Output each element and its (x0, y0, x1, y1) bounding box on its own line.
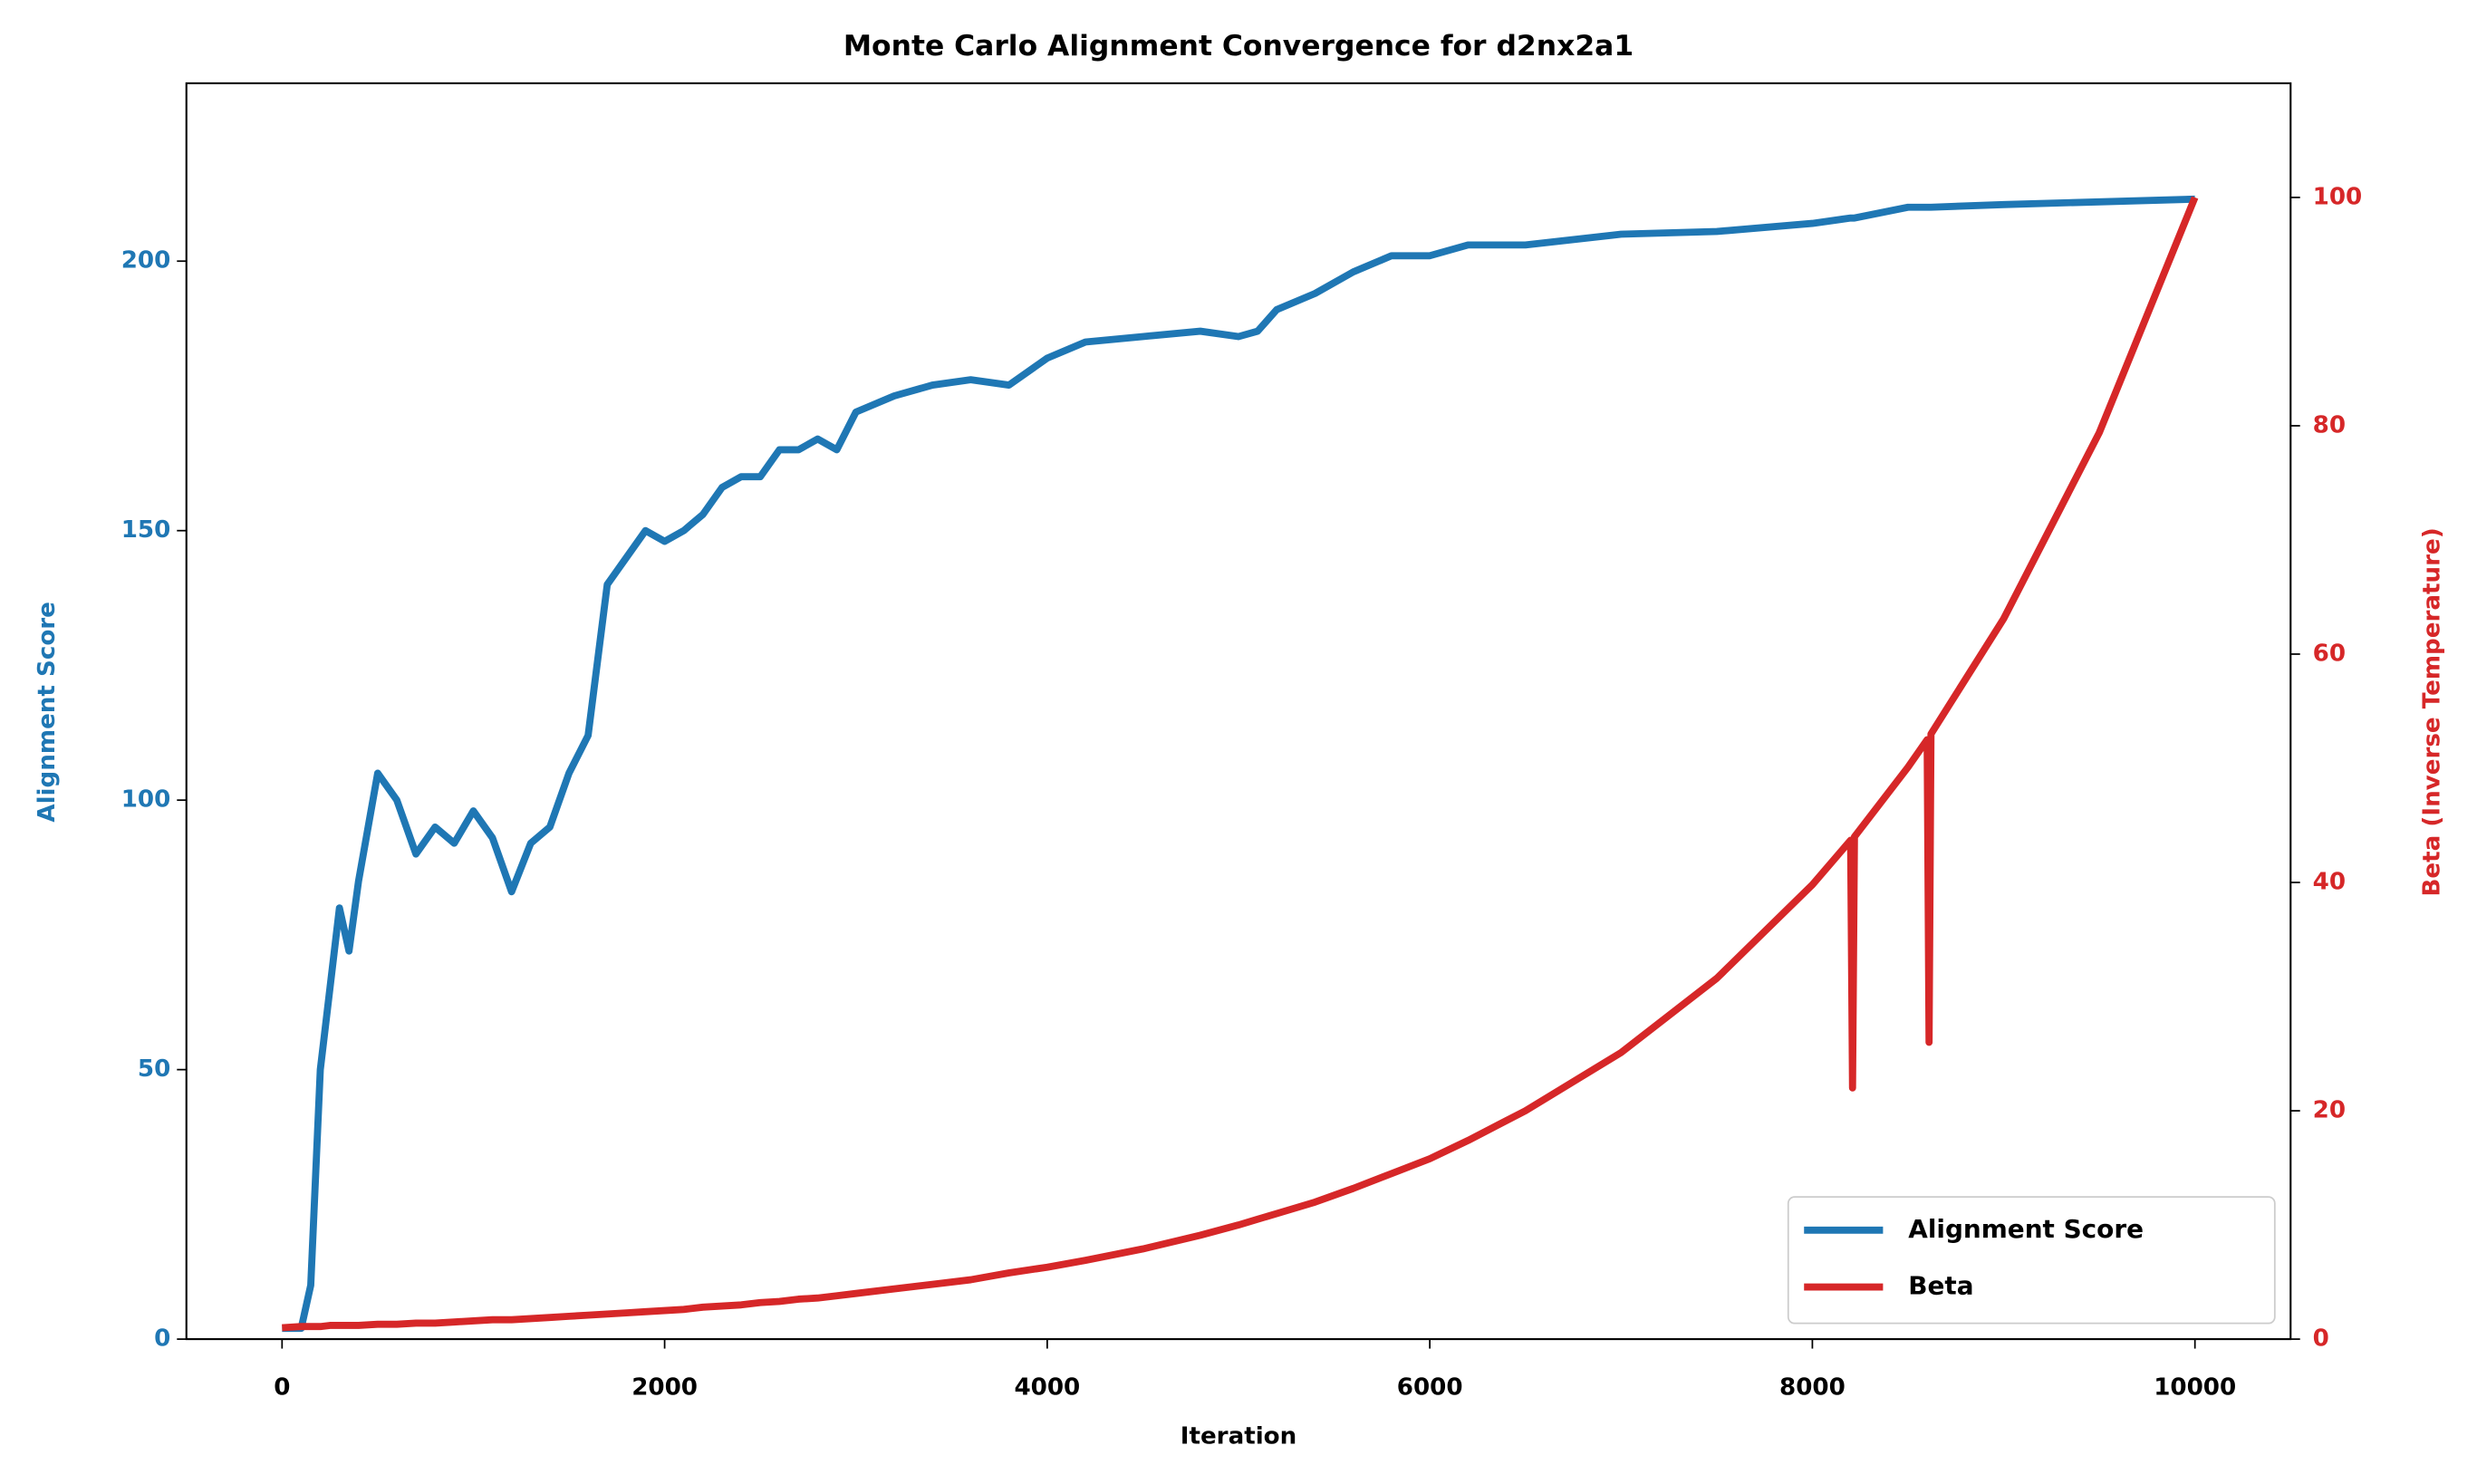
data-line (282, 196, 2199, 1332)
x-tick-label: 4000 (1014, 1374, 1080, 1402)
y-tick-label: 100 (121, 786, 171, 814)
y2-axis-label: Beta (Inverse Temperature) (2419, 527, 2446, 896)
y2-tick-label: 0 (2313, 1325, 2329, 1353)
x-tick-label: 0 (274, 1374, 290, 1402)
y-axis-label: Alignment Score (34, 602, 61, 823)
data-line (282, 195, 2195, 1333)
y-tick-label: 200 (121, 247, 171, 275)
x-tick-label: 10000 (2154, 1374, 2236, 1402)
y-tick-label: 50 (138, 1055, 170, 1083)
y-tick-label: 0 (154, 1325, 170, 1353)
x-tick-label: 6000 (1397, 1374, 1463, 1402)
legend-label: Beta (1908, 1271, 1973, 1301)
x-axis-label: Iteration (1181, 1423, 1297, 1450)
y2-tick-label: 40 (2313, 869, 2346, 896)
plot-frame (185, 82, 2292, 1341)
legend-label: Alignment Score (1908, 1214, 2144, 1244)
y2-tick-label: 60 (2313, 640, 2346, 667)
y-tick-label: 150 (121, 516, 171, 544)
y2-tick-label: 80 (2313, 411, 2346, 438)
chart-title: Monte Carlo Alignment Convergence for d2… (843, 30, 1634, 63)
y2-tick-label: 20 (2313, 1097, 2346, 1124)
x-tick-label: 8000 (1779, 1374, 1846, 1402)
legend-box (1787, 1196, 2276, 1325)
y2-tick-label: 100 (2313, 183, 2363, 210)
x-tick-label: 2000 (631, 1374, 698, 1402)
